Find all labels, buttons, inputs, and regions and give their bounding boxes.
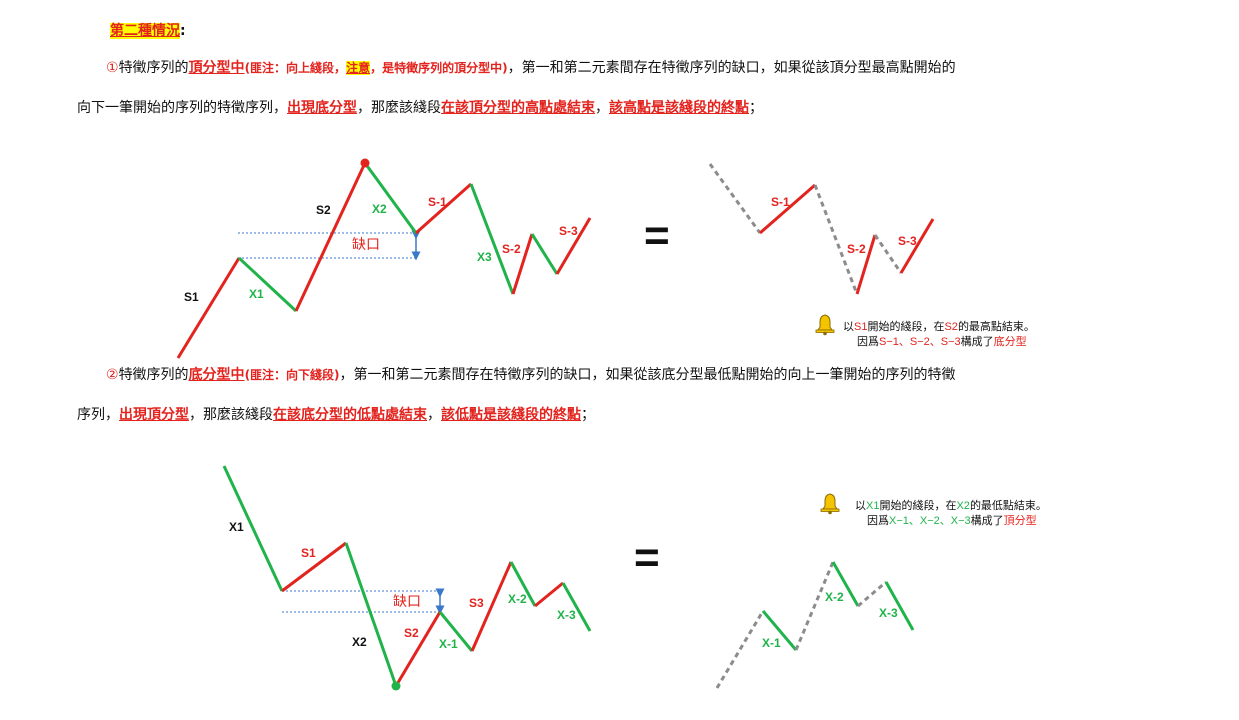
- paragraph-1-line-1: ①特徵序列的頂分型中(匪注：向上綫段，注意，是特徵序列的頂分型中)，第一和第二元…: [106, 58, 956, 78]
- p2-t2: 底分型中: [188, 367, 245, 383]
- diagram-1: S1 X1 S2 X2 缺口 S-1 X3 S-2 S-3 = S-1 S-2 …: [176, 158, 1035, 359]
- p2-t5: 出現頂分型: [119, 407, 189, 423]
- right-stroke-s-2: [855, 234, 877, 295]
- stroke-x1: [237, 256, 298, 313]
- label-s2: S2: [316, 203, 331, 217]
- p1-number: ①: [106, 60, 119, 76]
- diagram-2: X1 S1 X2 缺口 S2 X-1 S3 X-2 X-3 = X-1 X-2 …: [222, 465, 1047, 691]
- label-x3: X3: [477, 250, 492, 264]
- label2-x2: X2: [352, 635, 367, 649]
- right2-label-x-3: X-3: [879, 606, 898, 620]
- bell-icon: [820, 493, 840, 515]
- p2-t10: ；: [581, 407, 595, 423]
- stroke-x-between: [530, 233, 559, 275]
- stroke-x-2-b: [509, 561, 537, 607]
- bell-icon: [815, 314, 835, 336]
- p2-t9: 該低點是該綫段的終點: [441, 407, 581, 423]
- right2-label-x-2: X-2: [825, 590, 844, 604]
- section-heading: 第二種情況:: [110, 21, 186, 41]
- stroke-s2-b: [394, 611, 442, 687]
- right2-label-x-1: X-1: [762, 636, 781, 650]
- p1-note-2: 注意: [346, 61, 371, 75]
- label2-x-1: X-1: [439, 637, 458, 651]
- paragraph-2-line-2: 序列，出現頂分型，那麼該綫段在該底分型的低點處結束，該低點是該綫段的終點；: [77, 405, 595, 425]
- p2-t7: 在該底分型的低點處結束: [273, 407, 427, 423]
- right2-stroke-x-1: [761, 610, 798, 651]
- label2-s2: S2: [404, 626, 419, 640]
- right-stroke-s-1: [759, 183, 816, 235]
- p1-t5: 出現底分型: [287, 100, 357, 116]
- stroke-s1-b: [281, 541, 347, 593]
- paragraph-1-line-2: 向下一筆開始的序列的特徵序列，出現底分型，那麼該綫段在該頂分型的高點處結束，該高…: [77, 98, 763, 118]
- stroke-x1-b: [222, 465, 284, 592]
- note-2-line-2: 因爲X−1、X−2、X−3構成了頂分型: [867, 513, 1037, 527]
- p1-t3: ，第一和第二元素間存在特徵序列的缺口，如果從該頂分型最高點開始的: [507, 60, 956, 76]
- label-x2: X2: [372, 202, 387, 216]
- stroke-s2: [294, 162, 367, 312]
- label-s-1: S-1: [428, 195, 447, 209]
- p1-t1: 特徵序列的: [118, 60, 189, 76]
- stroke-s-between-b: [534, 581, 564, 608]
- p1-t2: 頂分型中: [188, 60, 245, 76]
- p1-t6: ，那麼該綫段: [357, 100, 441, 116]
- p1-t9: 該高點是該綫段的終點: [609, 100, 749, 116]
- label2-s3: S3: [469, 596, 484, 610]
- right2-stroke-x-3: [884, 581, 915, 631]
- high-point-marker: [360, 158, 370, 168]
- p1-t8: ，: [595, 100, 609, 116]
- right-stroke-s-3: [899, 218, 935, 274]
- stroke-x-3-b: [561, 582, 592, 632]
- section-title: 第二種情況: [110, 23, 180, 39]
- right-label-s-3: S-3: [898, 234, 917, 248]
- label2-x-2: X-2: [508, 592, 527, 606]
- p1-note-3: ，是特徵序列的頂分型中): [370, 61, 508, 75]
- label-s1: S1: [184, 290, 199, 304]
- right2-stroke-x-2: [831, 561, 860, 607]
- p1-t7: 在該頂分型的高點處結束: [441, 100, 595, 116]
- p1-t4: 向下一筆開始的序列的特徵序列，: [77, 100, 287, 116]
- right-label-s-2: S-2: [847, 242, 866, 256]
- stroke-s3-b: [470, 561, 513, 652]
- p2-note-1: (匪注：向下綫段): [244, 368, 340, 382]
- label-x1: X1: [249, 287, 264, 301]
- right2-dash-3: [857, 580, 887, 608]
- right-dash-2: [813, 184, 859, 295]
- heading-colon: :: [180, 23, 186, 39]
- paragraph-2-line-1: ②特徵序列的底分型中(匪注：向下綫段)，第一和第二元素間存在特徵序列的缺口，如果…: [106, 365, 956, 385]
- right-label-s-1: S-1: [771, 195, 790, 209]
- p2-t3: ，第一和第二元素間存在特徵序列的缺口，如果從該底分型最低點開始的向上一筆開始的序…: [339, 367, 956, 383]
- p1-note-1: (匪注：向上綫段，: [244, 61, 347, 75]
- right-dash-1: [708, 163, 762, 234]
- stroke-s-3: [555, 217, 592, 275]
- label2-x1: X1: [229, 520, 244, 534]
- stroke-x2-b: [344, 542, 398, 687]
- stroke-s1: [176, 257, 241, 359]
- equals-sign-2: =: [634, 533, 660, 582]
- label2-x-3: X-3: [557, 608, 576, 622]
- stroke-x-1-b: [438, 611, 474, 652]
- label2-gap: 缺口: [393, 593, 421, 609]
- label2-s1: S1: [301, 546, 316, 560]
- label-s-2: S-2: [502, 242, 521, 256]
- p2-t8: ，: [427, 407, 441, 423]
- stroke-x2: [363, 162, 418, 234]
- p2-t6: ，那麼該綫段: [189, 407, 273, 423]
- p1-t10: ；: [749, 100, 763, 116]
- right-dash-3: [873, 234, 903, 274]
- p2-number: ②: [106, 367, 119, 383]
- stroke-x3: [469, 183, 515, 295]
- note-2-line-1: 以X1開始的綫段，在X2的最低點結束。: [855, 498, 1047, 512]
- p2-t1: 特徵序列的: [118, 367, 189, 383]
- note-1-line-2: 因爲S−1、S−2、S−3構成了底分型: [857, 334, 1027, 348]
- note-1-line-1: 以S1開始的綫段，在S2的最高點結束。: [843, 319, 1035, 333]
- label-gap: 缺口: [352, 236, 380, 252]
- right2-dash-2: [794, 561, 835, 651]
- stroke-s-1: [415, 182, 472, 235]
- right2-dash-1: [715, 610, 765, 689]
- equals-sign-1: =: [644, 211, 670, 260]
- label-s-3: S-3: [559, 224, 578, 238]
- p2-t4: 序列，: [77, 407, 119, 423]
- low-point-marker: [391, 681, 401, 691]
- stroke-s-2: [511, 233, 534, 295]
